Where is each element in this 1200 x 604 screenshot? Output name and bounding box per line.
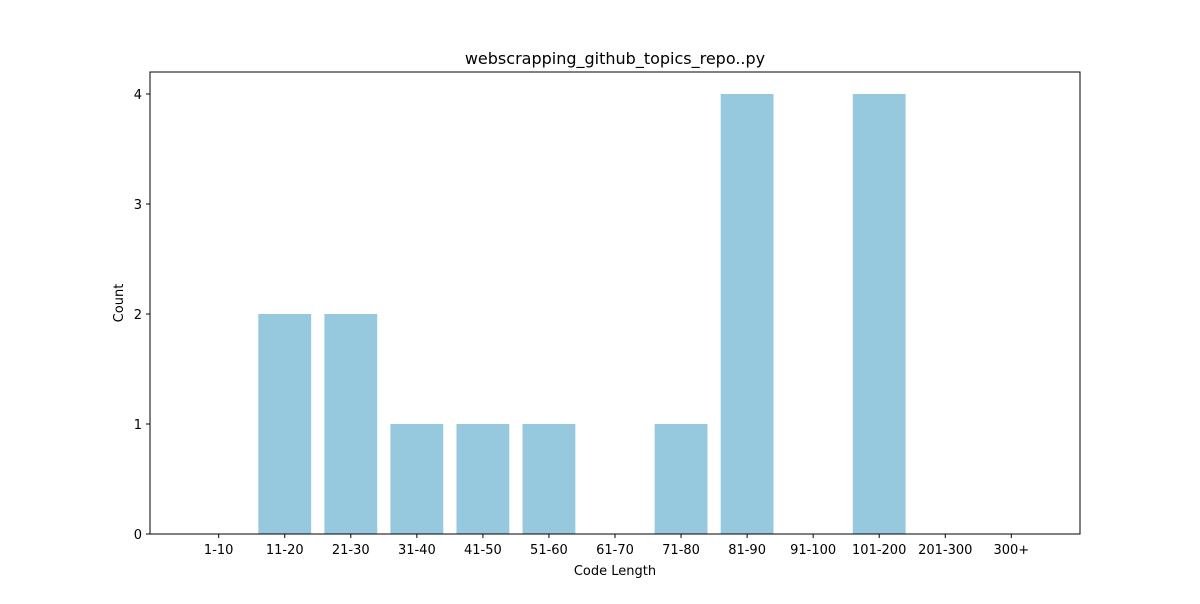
x-tick-label: 61-70: [596, 543, 634, 558]
y-tick-label: 3: [134, 198, 142, 213]
x-axis-label: Code Length: [574, 564, 656, 579]
x-tick-label: 101-200: [852, 543, 906, 558]
x-tick-label: 11-20: [266, 543, 304, 558]
x-tick-label: 31-40: [398, 543, 436, 558]
x-tick-label: 300+: [993, 543, 1029, 558]
y-axis-ticks: 0 1 2 3 4: [134, 88, 150, 543]
x-tick-label: 91-100: [790, 543, 836, 558]
x-tick-label: 21-30: [332, 543, 370, 558]
y-axis-label: Count: [112, 284, 127, 323]
bar-101-200: [852, 94, 906, 534]
chart-title: webscrapping_github_topics_repo..py: [465, 49, 765, 69]
plot-frame: [149, 71, 1081, 535]
x-tick-label: 81-90: [728, 543, 766, 558]
bars-group: [258, 94, 906, 534]
y-tick-label: 2: [134, 308, 142, 323]
y-tick-label: 1: [134, 418, 142, 433]
bar-41-50: [456, 424, 510, 534]
bar-21-30: [324, 314, 378, 534]
x-tick-label: 41-50: [464, 543, 502, 558]
x-tick-label: 51-60: [530, 543, 568, 558]
bar-51-60: [522, 424, 576, 534]
y-tick-label: 0: [134, 528, 142, 543]
bar-81-90: [720, 94, 774, 534]
bar-71-80: [654, 424, 708, 534]
x-axis-ticks: 1-10 11-20 21-30 31-40 41-50 51-60 61-70 71-80 8…: [204, 534, 1029, 558]
bar-31-40: [390, 424, 444, 534]
x-tick-label: 201-300: [918, 543, 972, 558]
x-tick-label: 1-10: [204, 543, 234, 558]
bar-11-20: [258, 314, 312, 534]
y-tick-label: 4: [134, 88, 142, 103]
x-tick-label: 71-80: [662, 543, 700, 558]
